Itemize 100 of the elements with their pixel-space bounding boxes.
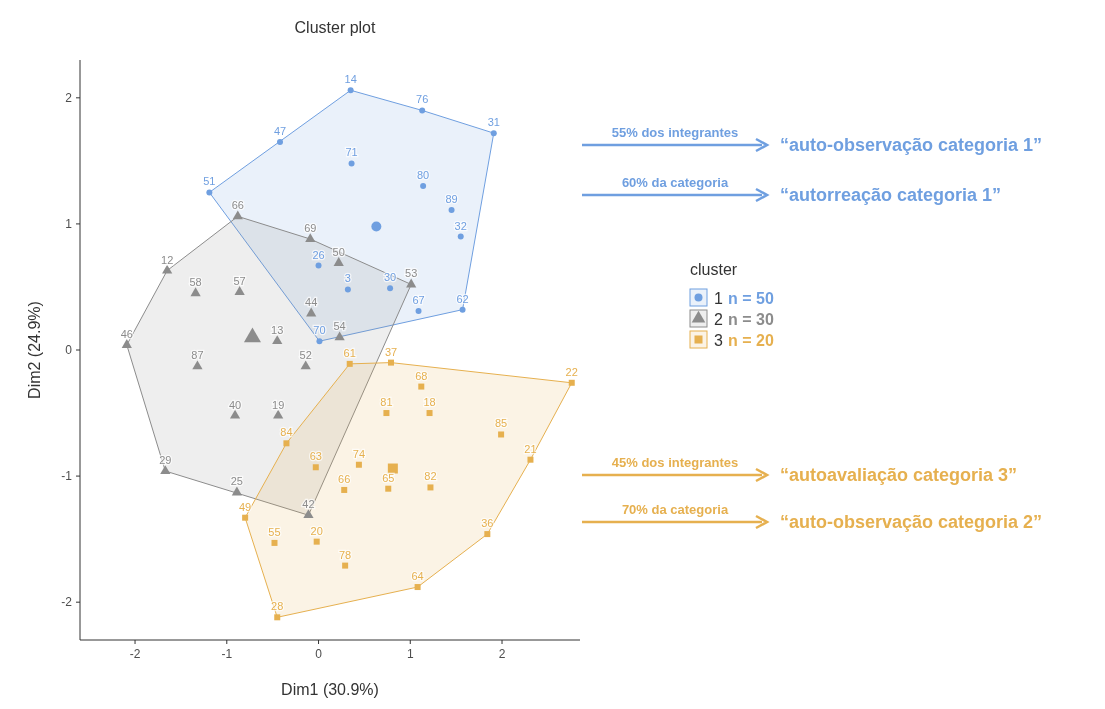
annotation: 13 — [271, 324, 284, 337]
annotation: 44 — [305, 296, 318, 309]
x-tick-label: 2 — [498, 647, 506, 661]
annotation: 82 — [424, 470, 437, 483]
text: “autoavaliação categoria 3” — [780, 465, 1018, 485]
annotation: 55 — [268, 525, 281, 538]
annotation: 64 — [411, 570, 424, 583]
annotation: 57 — [233, 275, 246, 287]
x-tick-label: 0 — [315, 647, 323, 661]
annotation: 62 — [456, 292, 469, 305]
point — [348, 160, 355, 167]
x-tick-label: -2 — [129, 647, 141, 661]
point — [271, 539, 278, 546]
annotation: 31 — [487, 116, 500, 129]
point — [527, 456, 534, 463]
point — [274, 614, 281, 621]
legend-title: cluster — [690, 261, 738, 278]
point — [344, 286, 351, 293]
text: n = 20 — [728, 332, 774, 349]
point — [121, 339, 132, 348]
point — [160, 465, 171, 474]
point — [242, 514, 249, 521]
annotation: 65 — [382, 471, 395, 484]
point — [414, 584, 421, 591]
annotation: 26 — [312, 248, 325, 261]
point — [457, 233, 464, 240]
point — [315, 262, 322, 269]
point — [283, 440, 290, 447]
annotation: 61 — [343, 346, 356, 359]
point — [346, 360, 353, 367]
point — [426, 410, 433, 417]
point — [484, 531, 491, 538]
x-tick-label: 1 — [406, 647, 414, 661]
point — [232, 210, 243, 220]
annotation: 53 — [405, 267, 418, 280]
point — [190, 287, 201, 297]
annotation: 67 — [412, 293, 425, 306]
annotation: 20 — [310, 524, 323, 537]
y-axis-title: Dim2 (24.9%) — [26, 301, 43, 399]
annotation: 71 — [345, 146, 358, 159]
point — [333, 257, 344, 266]
annotation: 63 — [309, 450, 322, 463]
annotation: 22 — [565, 365, 578, 378]
y-tick-label: 1 — [65, 216, 73, 231]
point — [448, 207, 455, 214]
point — [568, 379, 575, 386]
text: 60% da categoria — [621, 175, 729, 190]
text: n = 50 — [728, 290, 774, 307]
point — [347, 87, 354, 94]
point — [277, 138, 283, 145]
annotation: 37 — [384, 345, 398, 358]
annotation: 84 — [280, 426, 293, 439]
text: “auto-observação categoria 2” — [780, 512, 1043, 532]
annotation: 18 — [423, 396, 436, 409]
y-tick-label: 2 — [65, 90, 73, 105]
annotation: 40 — [228, 398, 242, 411]
point — [231, 486, 242, 496]
point — [306, 307, 317, 317]
point — [316, 338, 323, 345]
point — [419, 107, 426, 114]
point — [305, 233, 316, 242]
annotation: 69 — [304, 222, 317, 235]
annotation: 19 — [272, 398, 285, 411]
annotation: 52 — [299, 349, 312, 362]
point — [192, 360, 203, 370]
annotation: 66 — [338, 472, 351, 485]
point — [303, 509, 314, 519]
point — [415, 307, 422, 314]
point — [341, 486, 348, 493]
x-tick-label: -1 — [221, 647, 233, 661]
legend-label: 1 — [714, 290, 723, 307]
annotation: 30 — [383, 271, 397, 284]
chart-title: Cluster plot — [294, 19, 377, 36]
text: 45% dos integrantes — [611, 455, 739, 470]
point — [388, 359, 395, 366]
annotation: 78 — [339, 548, 352, 561]
annotation: 46 — [120, 327, 133, 340]
point — [342, 562, 349, 569]
point — [272, 335, 283, 345]
annotation: 54 — [333, 320, 346, 333]
point — [312, 464, 319, 471]
annotation: 85 — [494, 417, 508, 430]
annotation: 66 — [231, 199, 244, 212]
point — [420, 183, 427, 190]
text: “autorreação categoria 1” — [780, 185, 1002, 205]
legend-label: 3 — [714, 332, 723, 349]
annotation: 12 — [161, 253, 174, 266]
x-axis-title: Dim1 (30.9%) — [281, 681, 379, 698]
point — [273, 409, 284, 419]
annotation: 3 — [344, 272, 351, 285]
annotation: 14 — [344, 73, 357, 86]
point — [371, 221, 382, 232]
text: n = 30 — [728, 311, 774, 328]
annotation: 68 — [415, 369, 428, 382]
annotation: 81 — [380, 396, 393, 409]
point — [490, 130, 497, 137]
point — [383, 410, 390, 417]
point — [313, 538, 320, 545]
annotation: 80 — [416, 169, 430, 182]
annotation: 42 — [302, 498, 315, 511]
